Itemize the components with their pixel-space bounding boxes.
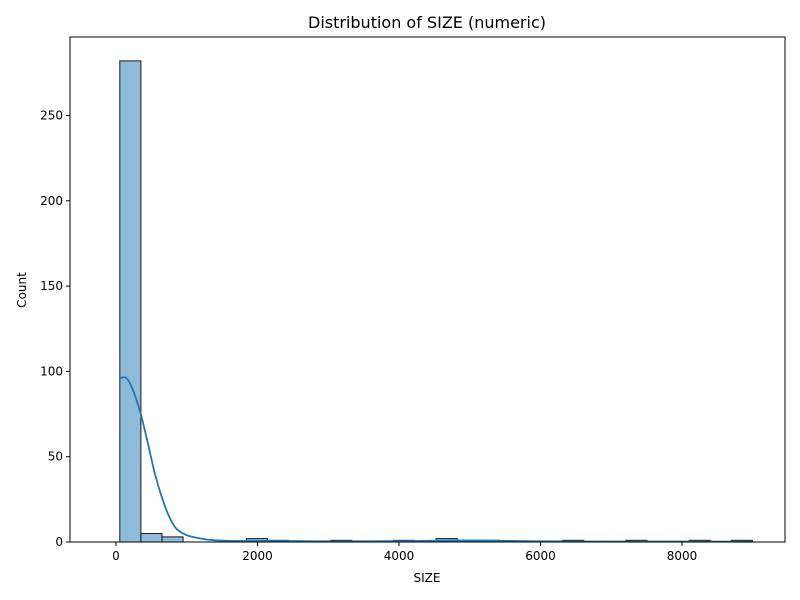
y-tick-label: 250 — [40, 108, 63, 122]
x-tick-label: 4000 — [384, 549, 415, 563]
histogram-bar — [140, 532, 163, 543]
plot-frame — [69, 36, 786, 543]
y-tick-label: 50 — [48, 450, 63, 464]
y-tick-label: 100 — [40, 364, 63, 378]
x-tick-label: 8000 — [667, 549, 698, 563]
chart-title: Distribution of SIZE (numeric) — [308, 13, 546, 32]
x-axis-label: SIZE — [414, 571, 441, 585]
x-axis-ticks: 0 2000 4000 6000 8000 — [112, 542, 697, 563]
x-tick-label: 0 — [112, 549, 120, 563]
y-tick-label: 150 — [40, 279, 63, 293]
y-tick-label: 200 — [40, 194, 63, 208]
x-tick-label: 6000 — [525, 549, 556, 563]
y-axis-label: Count — [15, 272, 29, 308]
histogram-bar — [161, 536, 184, 543]
y-axis-ticks: 0 50 100 150 200 250 — [40, 108, 70, 549]
histogram-bar — [119, 60, 142, 543]
kde-line — [119, 376, 753, 543]
y-tick-label: 0 — [55, 535, 63, 549]
x-tick-label: 2000 — [242, 549, 273, 563]
